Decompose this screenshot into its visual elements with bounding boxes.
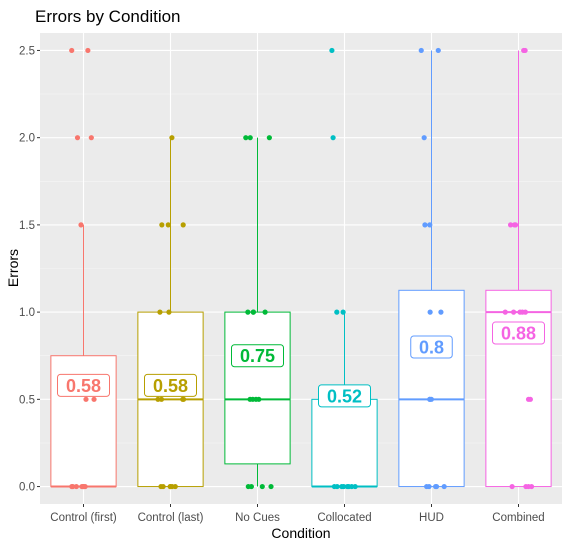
data-point bbox=[159, 222, 165, 228]
data-point bbox=[346, 483, 352, 490]
data-point bbox=[441, 483, 447, 490]
data-point bbox=[69, 47, 75, 54]
mean-label: 0.58 bbox=[153, 376, 188, 396]
data-point bbox=[250, 309, 256, 315]
data-point bbox=[155, 396, 161, 402]
y-axis-title: Errors bbox=[5, 249, 21, 287]
data-point bbox=[247, 135, 253, 141]
data-points bbox=[69, 47, 535, 490]
data-point bbox=[512, 222, 519, 228]
data-point bbox=[435, 47, 441, 54]
data-point bbox=[421, 135, 427, 141]
data-point bbox=[331, 483, 337, 490]
data-point bbox=[330, 135, 336, 141]
data-point bbox=[340, 309, 346, 315]
data-point bbox=[528, 483, 535, 490]
box bbox=[398, 289, 465, 488]
mean-label: 0.52 bbox=[327, 386, 362, 406]
data-point bbox=[85, 47, 91, 54]
box bbox=[224, 311, 291, 465]
data-point bbox=[268, 483, 274, 490]
box-plots bbox=[50, 50, 552, 488]
data-point bbox=[424, 483, 430, 490]
x-tick-label: No Cues bbox=[235, 512, 280, 524]
data-point bbox=[517, 309, 523, 315]
data-point bbox=[169, 135, 175, 141]
data-point bbox=[262, 309, 268, 315]
data-point bbox=[74, 135, 81, 141]
x-tick-label: Collocated bbox=[317, 512, 371, 524]
data-point bbox=[243, 135, 249, 141]
y-tick-label: 0.0 bbox=[19, 482, 35, 494]
x-axis-ticks: Control (first) Control (last) No Cues Coll… bbox=[50, 504, 545, 524]
x-tick-label: HUD bbox=[419, 512, 444, 524]
y-axis-ticks: 0.0 0.5 1.0 1.5 2.0 2.5 bbox=[19, 45, 40, 494]
mean-label-box bbox=[410, 335, 453, 359]
data-point bbox=[510, 309, 517, 315]
y-tick-label: 2.5 bbox=[19, 45, 35, 57]
data-point bbox=[256, 396, 262, 402]
data-point bbox=[83, 396, 89, 402]
box-plot-4 bbox=[398, 50, 465, 488]
data-point bbox=[91, 396, 97, 402]
mean-label: 0.75 bbox=[240, 346, 275, 366]
y-tick-label: 2.0 bbox=[19, 133, 35, 145]
x-tick-label: Control (last) bbox=[138, 512, 204, 524]
data-point bbox=[502, 309, 508, 315]
data-point bbox=[525, 396, 532, 402]
mean-label-box bbox=[144, 373, 197, 397]
box-plot-3 bbox=[311, 312, 378, 488]
data-point bbox=[180, 222, 186, 228]
chart-title: Errors by Condition bbox=[35, 7, 181, 26]
y-tick-label: 1.0 bbox=[19, 307, 35, 319]
data-point bbox=[78, 222, 84, 228]
data-point bbox=[250, 396, 256, 402]
data-point bbox=[422, 222, 428, 228]
mean-label-box bbox=[57, 373, 110, 397]
data-point bbox=[339, 483, 345, 490]
data-point bbox=[427, 309, 433, 315]
x-axis-title: Condition bbox=[271, 525, 330, 541]
data-point bbox=[180, 396, 187, 402]
data-point bbox=[245, 483, 251, 490]
data-point bbox=[334, 309, 340, 315]
data-point bbox=[522, 47, 528, 54]
data-point bbox=[418, 47, 424, 54]
data-point bbox=[509, 483, 515, 490]
data-point bbox=[158, 483, 164, 490]
mean-label-box bbox=[231, 344, 284, 368]
data-point bbox=[427, 396, 433, 402]
mean-label: 0.8 bbox=[419, 338, 444, 358]
data-point bbox=[157, 309, 163, 315]
mean-label: 0.88 bbox=[501, 324, 536, 344]
data-point bbox=[166, 309, 172, 315]
data-point bbox=[438, 309, 444, 315]
y-tick-label: 1.5 bbox=[19, 220, 35, 232]
data-point bbox=[259, 483, 265, 490]
data-point bbox=[329, 47, 335, 54]
mean-labels: 0.58 0.58 0.75 0.52 0.8 0.88 bbox=[57, 321, 545, 408]
data-point bbox=[427, 222, 433, 228]
mean-label: 0.58 bbox=[66, 376, 101, 396]
box-plot-2 bbox=[224, 137, 291, 487]
data-point bbox=[88, 135, 94, 141]
x-tick-label: Control (first) bbox=[50, 512, 117, 524]
data-point bbox=[432, 483, 439, 490]
mean-label-box bbox=[492, 321, 545, 345]
box bbox=[311, 398, 378, 488]
mean-label-box bbox=[318, 384, 371, 408]
data-point bbox=[73, 483, 79, 490]
data-point bbox=[245, 309, 251, 315]
data-point bbox=[507, 222, 514, 228]
data-point bbox=[81, 483, 87, 490]
data-point bbox=[69, 483, 75, 490]
x-tick-label: Combined bbox=[492, 512, 544, 524]
data-point bbox=[167, 483, 173, 490]
data-point bbox=[266, 135, 272, 141]
y-tick-label: 0.5 bbox=[19, 394, 35, 406]
data-point bbox=[165, 222, 171, 228]
box bbox=[485, 289, 552, 488]
